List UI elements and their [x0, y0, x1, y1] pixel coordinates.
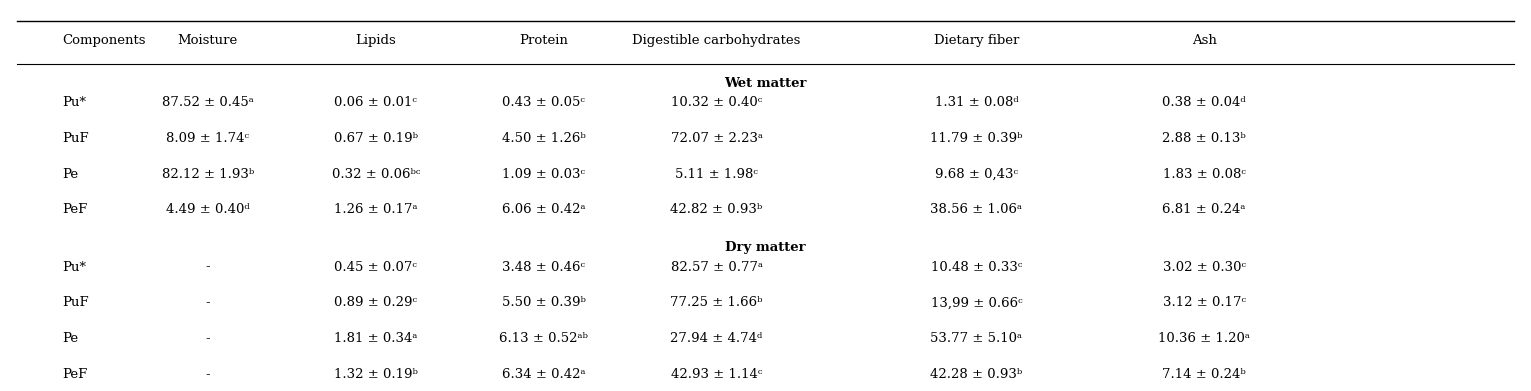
Text: 0.67 ± 0.19ᵇ: 0.67 ± 0.19ᵇ [334, 132, 418, 145]
Text: 1.81 ± 0.34ᵃ: 1.81 ± 0.34ᵃ [334, 332, 418, 345]
Text: 2.88 ± 0.13ᵇ: 2.88 ± 0.13ᵇ [1162, 132, 1246, 145]
Text: Ash: Ash [1191, 34, 1217, 47]
Text: 42.28 ± 0.93ᵇ: 42.28 ± 0.93ᵇ [931, 368, 1023, 381]
Text: 0.32 ± 0.06ᵇᶜ: 0.32 ± 0.06ᵇᶜ [332, 168, 419, 181]
Text: 6.81 ± 0.24ᵃ: 6.81 ± 0.24ᵃ [1162, 203, 1246, 217]
Text: 9.68 ± 0,43ᶜ: 9.68 ± 0,43ᶜ [935, 168, 1018, 181]
Text: 1.32 ± 0.19ᵇ: 1.32 ± 0.19ᵇ [334, 368, 418, 381]
Text: Dietary fiber: Dietary fiber [934, 34, 1020, 47]
Text: 1.83 ± 0.08ᶜ: 1.83 ± 0.08ᶜ [1162, 168, 1246, 181]
Text: 42.82 ± 0.93ᵇ: 42.82 ± 0.93ᵇ [671, 203, 762, 217]
Text: 1.26 ± 0.17ᵃ: 1.26 ± 0.17ᵃ [334, 203, 418, 217]
Text: 6.13 ± 0.52ᵃᵇ: 6.13 ± 0.52ᵃᵇ [499, 332, 588, 345]
Text: 11.79 ± 0.39ᵇ: 11.79 ± 0.39ᵇ [931, 132, 1023, 145]
Text: PuF: PuF [63, 132, 89, 145]
Text: 0.06 ± 0.01ᶜ: 0.06 ± 0.01ᶜ [334, 96, 418, 109]
Text: 3.48 ± 0.46ᶜ: 3.48 ± 0.46ᶜ [502, 260, 585, 274]
Text: 0.43 ± 0.05ᶜ: 0.43 ± 0.05ᶜ [502, 96, 585, 109]
Text: 10.36 ± 1.20ᵃ: 10.36 ± 1.20ᵃ [1157, 332, 1249, 345]
Text: 72.07 ± 2.23ᵃ: 72.07 ± 2.23ᵃ [671, 132, 762, 145]
Text: Dry matter: Dry matter [726, 241, 805, 254]
Text: 8.09 ± 1.74ᶜ: 8.09 ± 1.74ᶜ [167, 132, 250, 145]
Text: PeF: PeF [63, 368, 87, 381]
Text: -: - [205, 332, 210, 345]
Text: Wet matter: Wet matter [724, 77, 807, 90]
Text: 7.14 ± 0.24ᵇ: 7.14 ± 0.24ᵇ [1162, 368, 1246, 381]
Text: 0.89 ± 0.29ᶜ: 0.89 ± 0.29ᶜ [334, 296, 418, 309]
Text: 77.25 ± 1.66ᵇ: 77.25 ± 1.66ᵇ [671, 296, 762, 309]
Text: 10.32 ± 0.40ᶜ: 10.32 ± 0.40ᶜ [671, 96, 762, 109]
Text: -: - [205, 296, 210, 309]
Text: Pu*: Pu* [63, 96, 87, 109]
Text: 3.12 ± 0.17ᶜ: 3.12 ± 0.17ᶜ [1162, 296, 1246, 309]
Text: PuF: PuF [63, 296, 89, 309]
Text: Pe: Pe [63, 332, 78, 345]
Text: 10.48 ± 0.33ᶜ: 10.48 ± 0.33ᶜ [931, 260, 1023, 274]
Text: 13,99 ± 0.66ᶜ: 13,99 ± 0.66ᶜ [931, 296, 1023, 309]
Text: 5.11 ± 1.98ᶜ: 5.11 ± 1.98ᶜ [675, 168, 758, 181]
Text: Pe: Pe [63, 168, 78, 181]
Text: Protein: Protein [519, 34, 568, 47]
Text: 0.38 ± 0.04ᵈ: 0.38 ± 0.04ᵈ [1162, 96, 1246, 109]
Text: Pu*: Pu* [63, 260, 87, 274]
Text: 42.93 ± 1.14ᶜ: 42.93 ± 1.14ᶜ [671, 368, 762, 381]
Text: 1.09 ± 0.03ᶜ: 1.09 ± 0.03ᶜ [502, 168, 585, 181]
Text: 38.56 ± 1.06ᵃ: 38.56 ± 1.06ᵃ [931, 203, 1023, 217]
Text: PeF: PeF [63, 203, 87, 217]
Text: Lipids: Lipids [355, 34, 397, 47]
Text: 27.94 ± 4.74ᵈ: 27.94 ± 4.74ᵈ [671, 332, 762, 345]
Text: -: - [205, 260, 210, 274]
Text: 82.12 ± 1.93ᵇ: 82.12 ± 1.93ᵇ [162, 168, 254, 181]
Text: 3.02 ± 0.30ᶜ: 3.02 ± 0.30ᶜ [1162, 260, 1246, 274]
Text: Components: Components [63, 34, 145, 47]
Text: 82.57 ± 0.77ᵃ: 82.57 ± 0.77ᵃ [671, 260, 762, 274]
Text: Digestible carbohydrates: Digestible carbohydrates [632, 34, 801, 47]
Text: 87.52 ± 0.45ᵃ: 87.52 ± 0.45ᵃ [162, 96, 254, 109]
Text: 6.06 ± 0.42ᵃ: 6.06 ± 0.42ᵃ [502, 203, 586, 217]
Text: -: - [205, 368, 210, 381]
Text: 4.50 ± 1.26ᵇ: 4.50 ± 1.26ᵇ [502, 132, 586, 145]
Text: Moisture: Moisture [178, 34, 237, 47]
Text: 53.77 ± 5.10ᵃ: 53.77 ± 5.10ᵃ [931, 332, 1023, 345]
Text: 0.45 ± 0.07ᶜ: 0.45 ± 0.07ᶜ [334, 260, 418, 274]
Text: 5.50 ± 0.39ᵇ: 5.50 ± 0.39ᵇ [502, 296, 586, 309]
Text: 1.31 ± 0.08ᵈ: 1.31 ± 0.08ᵈ [934, 96, 1018, 109]
Text: 4.49 ± 0.40ᵈ: 4.49 ± 0.40ᵈ [165, 203, 250, 217]
Text: 6.34 ± 0.42ᵃ: 6.34 ± 0.42ᵃ [502, 368, 586, 381]
